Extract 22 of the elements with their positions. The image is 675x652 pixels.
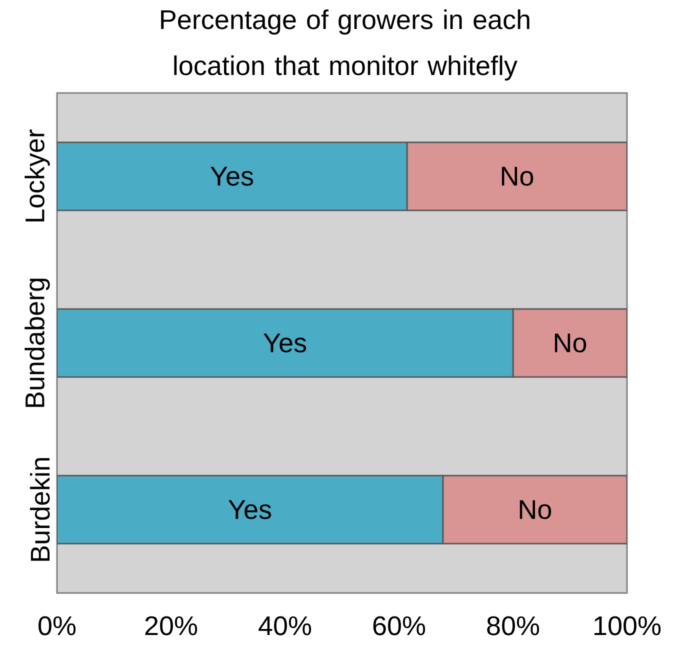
text: Yes [264, 334, 306, 352]
bar [57, 474, 444, 544]
x-tick-label: 80% [487, 616, 540, 636]
y-tick-label: Lockyer [24, 130, 50, 222]
text: Yes [210, 166, 254, 186]
x-tick-label: 0% [38, 616, 76, 636]
y-tick-label: Burdekin [30, 458, 50, 561]
text: No [554, 334, 586, 352]
bar [57, 308, 514, 378]
bar [512, 308, 628, 378]
bar [57, 142, 408, 212]
x-tick-label: 20% [145, 616, 198, 636]
x-tick-label: 40% [258, 616, 312, 636]
text: No [502, 166, 534, 186]
y-tick-label: Bundaberg [24, 278, 50, 407]
series-label: Yes [228, 500, 272, 520]
x-tick-label: 100% [594, 616, 661, 636]
series-label: No [520, 500, 552, 520]
x-tick-label: 60% [373, 616, 426, 636]
chart-title: Percentage of growers in each location that monitor whitefly [161, 9, 530, 81]
bar [442, 474, 628, 544]
bar [406, 142, 628, 212]
